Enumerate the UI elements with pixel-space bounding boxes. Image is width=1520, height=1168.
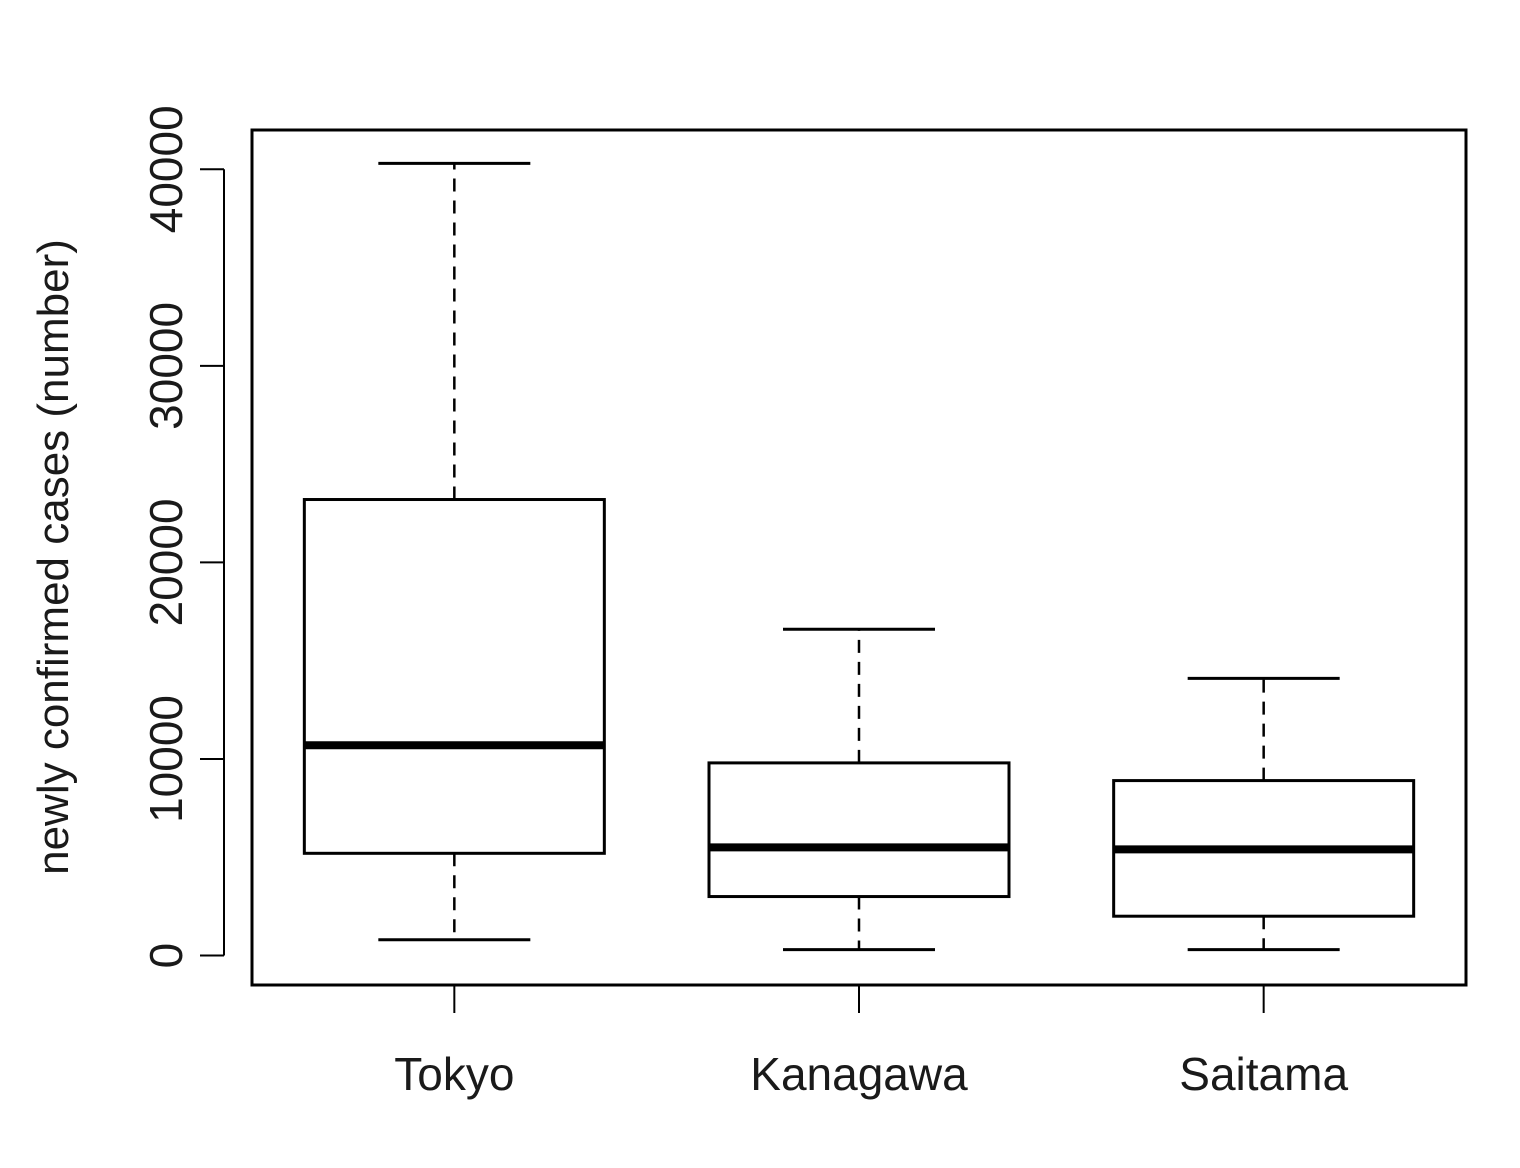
y-axis-title: newly confirmed cases (number) bbox=[29, 239, 78, 875]
y-tick-label: 30000 bbox=[140, 302, 192, 430]
y-axis: 0 10000 20000 30000 40000 bbox=[140, 105, 225, 969]
x-tick-label: Tokyo bbox=[394, 1048, 514, 1100]
y-tick-label: 10000 bbox=[140, 695, 192, 823]
box-saitama bbox=[1112, 676, 1416, 952]
x-tick-label: Kanagawa bbox=[750, 1048, 968, 1100]
iqr-box bbox=[707, 761, 1011, 899]
x-axis: Tokyo Kanagawa Saitama bbox=[394, 985, 1348, 1100]
y-tick-label: 40000 bbox=[140, 105, 192, 233]
y-tick-label: 20000 bbox=[140, 498, 192, 626]
box-group bbox=[302, 161, 1416, 952]
iqr-box bbox=[302, 498, 606, 855]
box-tokyo bbox=[302, 161, 606, 942]
x-tick-label: Saitama bbox=[1179, 1048, 1348, 1100]
y-tick-label: 0 bbox=[140, 943, 192, 969]
box-kanagawa bbox=[707, 627, 1011, 952]
